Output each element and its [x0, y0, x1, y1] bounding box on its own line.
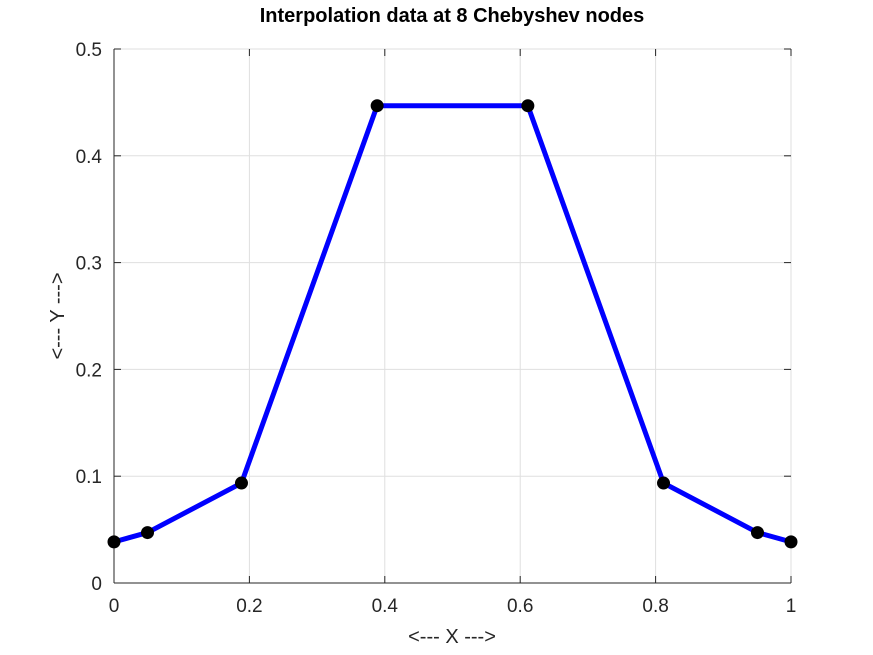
y-tick-label: 0.4 — [76, 147, 103, 168]
data-point — [521, 99, 535, 113]
data-point — [657, 476, 671, 490]
x-tick-label: 0.4 — [372, 596, 399, 617]
data-point — [750, 526, 764, 540]
tick-labels: 0 0.2 0.4 0.6 0.8 1 0 0.1 0.2 0.3 0.4 0.5 — [76, 40, 797, 617]
x-tick-label: 0.6 — [507, 596, 533, 617]
x-axis-label: <--- X ---> — [408, 626, 496, 648]
series-line — [113, 103, 792, 545]
data-series — [107, 99, 798, 549]
y-tick-label: 0.1 — [76, 467, 102, 488]
data-point — [370, 99, 384, 113]
y-tick-label: 0.2 — [76, 360, 102, 381]
data-point — [107, 535, 121, 549]
y-tick-label: 0.3 — [76, 254, 102, 275]
y-tick-label: 0.5 — [76, 40, 102, 61]
data-point — [141, 526, 155, 540]
grid — [113, 48, 792, 584]
x-tick-label: 0.8 — [642, 596, 668, 617]
data-point — [234, 476, 248, 490]
y-tick-label: 0 — [91, 574, 102, 595]
y-axis-label: <--- Y ---> — [47, 272, 69, 359]
x-tick-label: 1 — [786, 596, 797, 617]
x-tick-label: 0.2 — [236, 596, 262, 617]
chart-title: Interpolation data at 8 Chebyshev nodes — [260, 5, 645, 27]
x-tick-label: 0 — [109, 596, 120, 617]
axes — [113, 48, 792, 584]
data-point — [784, 535, 798, 549]
